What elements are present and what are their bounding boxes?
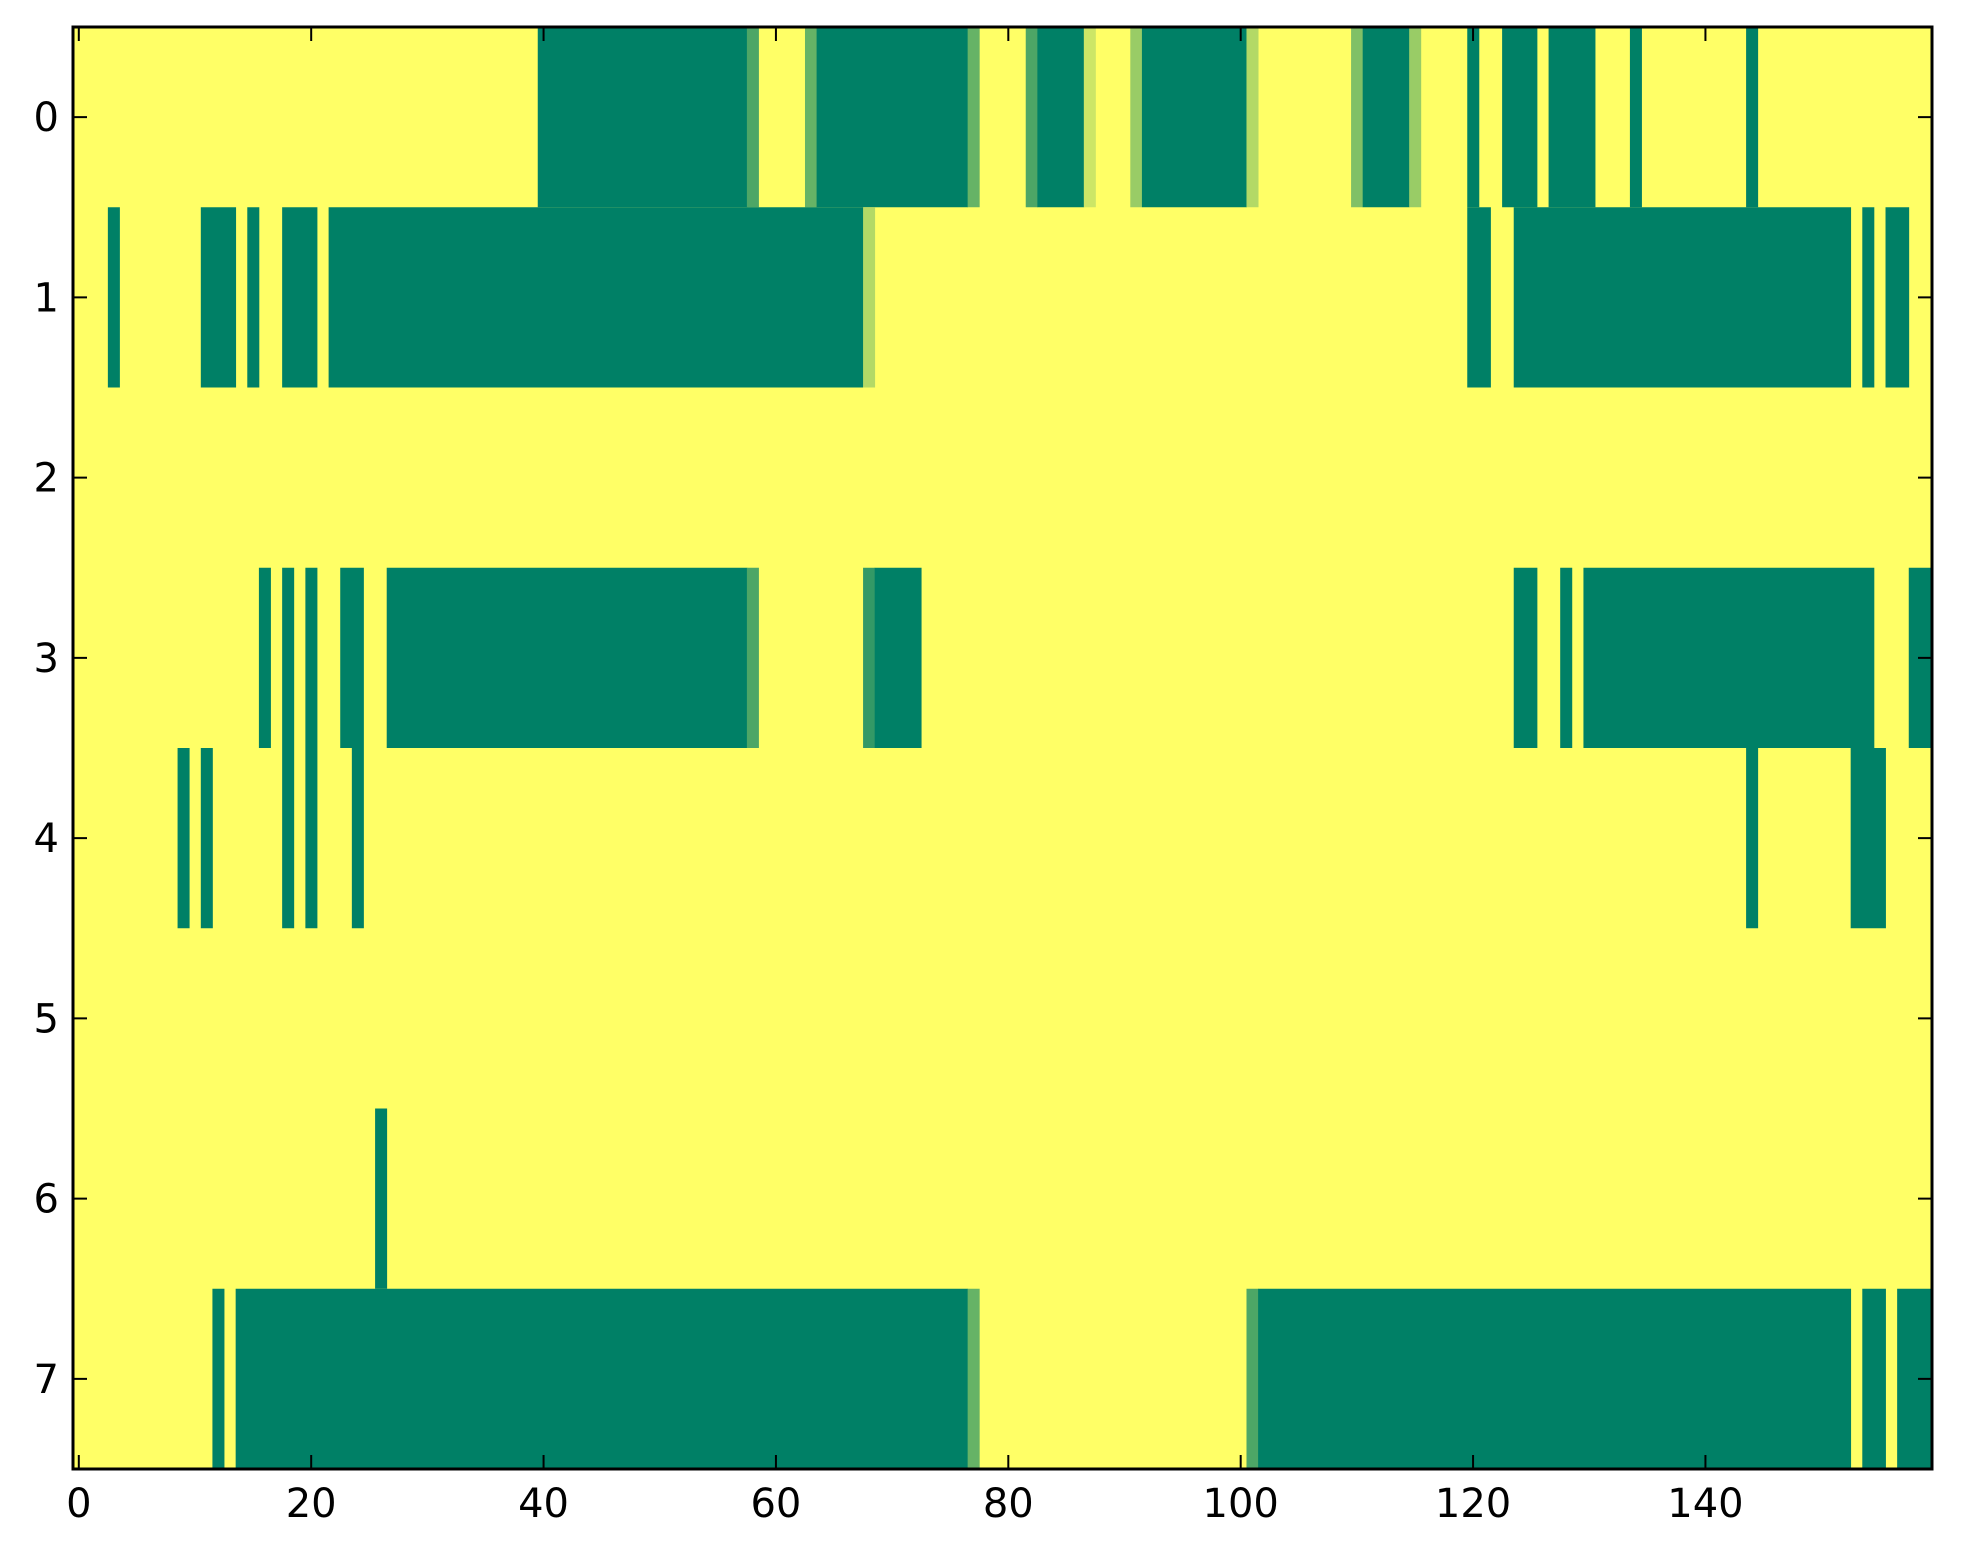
heatmap-cell	[258, 567, 271, 748]
heatmap-cell	[863, 207, 876, 388]
heatmap-cell	[1246, 1288, 1259, 1469]
heatmap-cell	[1746, 27, 1759, 208]
x-tick-label: 100	[1203, 1481, 1279, 1527]
heatmap-cell	[1746, 748, 1759, 929]
y-tick-label: 6	[34, 1177, 59, 1223]
heatmap-cell	[537, 27, 748, 208]
heatmap-cells	[73, 27, 1933, 1469]
heatmap-cell	[375, 1108, 388, 1289]
heatmap-cell	[1513, 567, 1538, 748]
heatmap-cell	[212, 1288, 225, 1469]
heatmap-cell	[967, 27, 980, 208]
heatmap-cell	[1467, 207, 1491, 388]
y-tick-label: 3	[34, 636, 59, 682]
heatmap-cell	[282, 207, 318, 388]
heatmap-cell	[200, 748, 213, 929]
x-tick-label: 20	[286, 1481, 337, 1527]
heatmap-cell	[305, 748, 318, 929]
heatmap-cell	[282, 567, 295, 748]
heatmap-cell	[1351, 27, 1364, 208]
y-tick-label: 5	[34, 996, 59, 1042]
heatmap-cell	[1850, 748, 1886, 929]
heatmap-cell	[1885, 207, 1910, 388]
axis-tick-labels: 0 20 40 60 80 100 120 140 0 1 2 3 4 5 6 7	[34, 95, 1744, 1527]
x-tick-label: 0	[66, 1481, 91, 1527]
heatmap-cell	[177, 748, 190, 929]
heatmap-cell	[1862, 1288, 1886, 1469]
heatmap-cell	[1025, 27, 1038, 208]
plot-frame	[71, 25, 1934, 1471]
heatmap-cell	[1862, 207, 1875, 388]
heatmap-cell	[1629, 27, 1642, 208]
heatmap-cell	[1467, 27, 1480, 208]
y-tick-label: 1	[34, 275, 59, 321]
heatmap-cell	[1037, 27, 1085, 208]
heatmap-cell	[107, 207, 120, 388]
y-tick-label: 4	[34, 816, 59, 862]
heatmap-cell	[1409, 27, 1422, 208]
heatmap-cell	[1548, 27, 1596, 208]
heatmap-cell	[746, 27, 759, 208]
heatmap-cell	[1141, 27, 1247, 208]
x-tick-label: 120	[1435, 1481, 1511, 1527]
heatmap-cell	[863, 567, 876, 748]
heatmap-cell	[340, 567, 364, 748]
heatmap-cell	[967, 1288, 980, 1469]
y-tick-label: 7	[34, 1357, 59, 1403]
heatmap-cell	[1583, 567, 1875, 748]
heatmap-cell	[1362, 27, 1410, 208]
x-tick-label: 140	[1667, 1481, 1743, 1527]
heatmap-cell	[816, 27, 969, 208]
heatmap-cell	[235, 1288, 969, 1469]
heatmap-cell	[1513, 207, 1852, 388]
heatmap-cell	[247, 207, 260, 388]
heatmap-cell	[305, 567, 318, 748]
x-tick-label: 40	[518, 1481, 569, 1527]
heatmap-cell	[1083, 27, 1096, 208]
heatmap-cell	[1560, 567, 1573, 748]
heatmap-cell	[386, 567, 748, 748]
heatmap-cell	[282, 748, 295, 929]
heatmap-cell	[1246, 27, 1259, 208]
heatmap-cell	[1130, 27, 1143, 208]
y-tick-label: 2	[34, 456, 59, 502]
heatmap-cell	[200, 207, 237, 388]
axis-ticks	[73, 27, 1932, 1469]
heatmap-cell	[804, 27, 817, 208]
heatmap-cell	[874, 567, 922, 748]
heatmap-cell	[328, 207, 864, 388]
x-tick-label: 60	[750, 1481, 801, 1527]
x-tick-label: 80	[983, 1481, 1034, 1527]
y-tick-label: 0	[34, 95, 59, 141]
heatmap-cell	[1258, 1288, 1852, 1469]
heatmap-cell	[351, 748, 364, 929]
heatmap-cell	[746, 567, 759, 748]
heatmap-cell	[1502, 27, 1538, 208]
